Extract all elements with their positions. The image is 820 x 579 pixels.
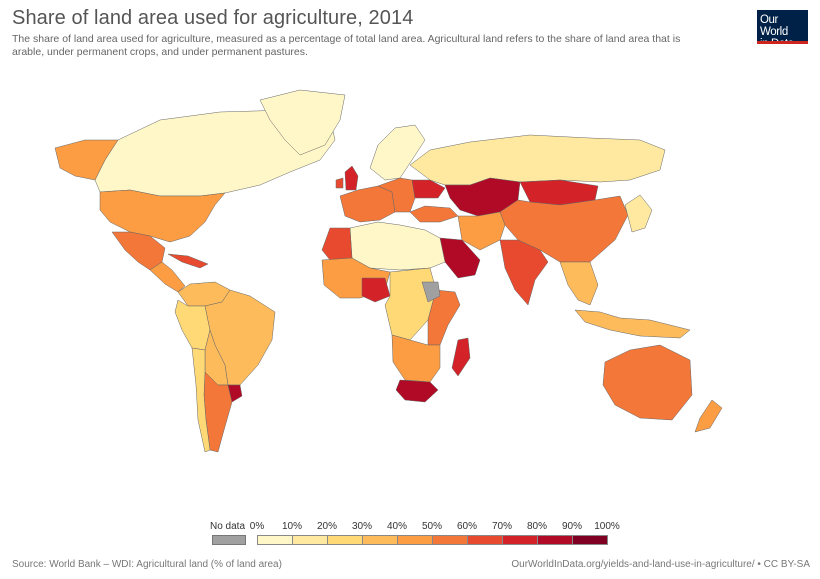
region-nigeria[interactable]: Nigeria: 78% [361, 277, 391, 303]
legend-tick-label: 60% [456, 521, 478, 532]
source-text: Source: World Bank – WDI: Agricultural l… [12, 559, 282, 570]
region-peru-ecuador[interactable]: Peru & Ecuador: 20% [174, 299, 211, 351]
legend-bin-5 [432, 535, 468, 545]
region-cuba[interactable]: Cuba: 60% [167, 253, 209, 269]
map-legend: No data 0% 10% 20% 30% 40% 50% 60% 70% 80% 90% 100… [0, 515, 820, 545]
region-japan-korea[interactable]: Japan & Korea: 13% [624, 194, 653, 233]
legend-tick-label: 50% [421, 521, 443, 532]
source-url[interactable]: OurWorldInData.org/yields-and-land-use-i… [511, 559, 810, 570]
legend-tick-label: 10% [281, 521, 303, 532]
region-western-europe[interactable]: Western Europe: 52% [339, 185, 396, 223]
legend-bin-9 [572, 535, 608, 545]
region-morocco[interactable]: Morocco: 68% [321, 227, 353, 261]
region-south-africa[interactable]: South Africa: 80% [395, 379, 439, 403]
region-uruguay[interactable]: Uruguay: 83% [227, 384, 243, 403]
region-greenland[interactable]: Greenland: 1% [259, 89, 346, 156]
region-australia[interactable]: Australia: 53% [602, 344, 693, 421]
legend-tick-label: 100% [594, 521, 620, 532]
legend-tick-label: 80% [526, 521, 548, 532]
region-southern-africa[interactable]: Southern Africa: 47% [391, 334, 441, 383]
region-united-states[interactable]: United States: 44% [99, 189, 226, 243]
region-indonesia[interactable]: Indonesia: 31% [574, 309, 691, 339]
chart-title: Share of land area used for agriculture,… [12, 7, 414, 29]
legend-bin-4 [397, 535, 433, 545]
region-turkey[interactable]: Turkey: 50% [409, 205, 459, 223]
region-india[interactable]: India: 60% [499, 239, 549, 306]
region-southeast-asia[interactable]: Southeast Asia: 35% [559, 261, 599, 306]
region-ukraine[interactable]: Ukraine: 71% [411, 179, 446, 199]
region-central-america[interactable]: Central America: 40% [149, 261, 186, 293]
legend-bin-8 [537, 535, 573, 545]
legend-bin-3 [362, 535, 398, 545]
region-alaska[interactable]: Alaska: 45% [54, 139, 119, 181]
legend-bin-7 [502, 535, 538, 545]
chart-subtitle: The share of land area used for agricult… [12, 33, 681, 58]
legend-no-data-label: No data [210, 521, 246, 532]
region-east-africa[interactable]: East Africa: 55% [427, 289, 461, 346]
region-united-kingdom[interactable]: United Kingdom: 71% [344, 165, 359, 191]
legend-bin-0 [257, 535, 293, 545]
region-north-africa[interactable]: North Africa: 4% [349, 221, 446, 271]
legend-no-data-swatch [212, 535, 246, 545]
legend-tick-label: 70% [491, 521, 513, 532]
region-madagascar[interactable]: Madagascar: 71% [451, 337, 471, 377]
legend-bin-1 [292, 535, 328, 545]
region-scandinavia[interactable]: Scandinavia: 8% [369, 124, 426, 181]
legend-tick-label: 0% [249, 521, 265, 532]
legend-tick-label: 30% [351, 521, 373, 532]
region-ireland[interactable]: Ireland: 65% [335, 177, 344, 189]
legend-tick-label: 90% [561, 521, 583, 532]
legend-tick-label: 20% [316, 521, 338, 532]
legend-bin-2 [327, 535, 363, 545]
region-chile[interactable]: Chile: 21% [191, 347, 211, 453]
legend-tick-label: 40% [386, 521, 408, 532]
region-eastern-europe[interactable]: Eastern Europe: 58% [377, 177, 416, 213]
region-new-zealand[interactable]: New Zealand: 43% [694, 399, 723, 433]
owid-logo[interactable]: Our World in Data [757, 10, 808, 50]
region-ethiopia[interactable]: Ethiopia [421, 281, 441, 303]
region-russia[interactable]: Russia: 13% [409, 134, 666, 186]
region-iran-afghanistan[interactable]: Iran & Afghanistan: 40% [457, 211, 506, 251]
legend-bin-6 [467, 535, 503, 545]
logo-line-1: Our World [760, 14, 788, 38]
